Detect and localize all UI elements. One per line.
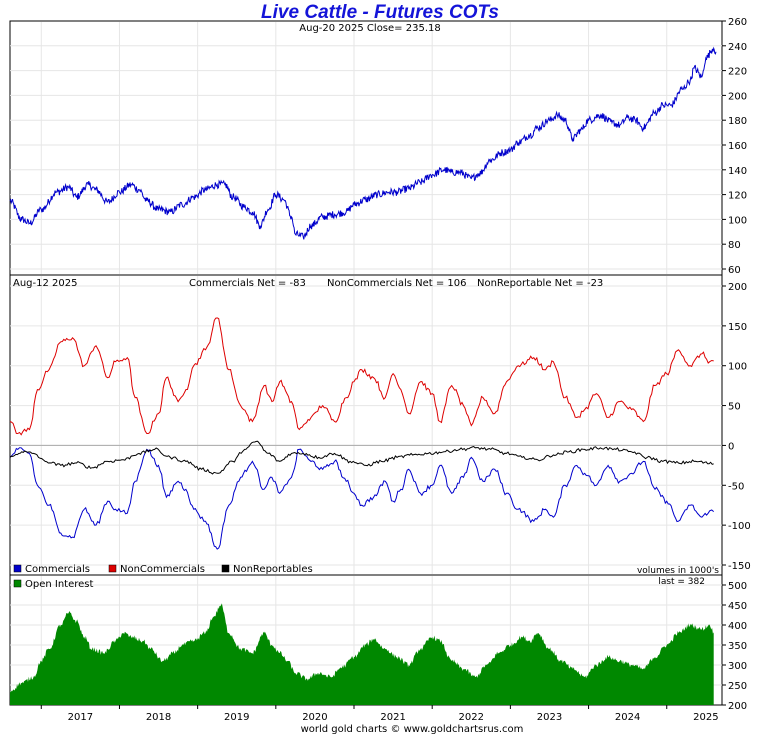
y-tick-label: 300 bbox=[728, 661, 747, 672]
price-line bbox=[9, 46, 717, 240]
open-interest-area bbox=[10, 603, 714, 705]
cot-grid bbox=[10, 276, 722, 574]
cot-y-ticks: -150 -100 -50 0 50 100 150 200 bbox=[722, 282, 751, 572]
commercials-line bbox=[9, 447, 715, 550]
legend-nonreportables-swatch bbox=[221, 564, 230, 573]
y-tick-label: 180 bbox=[728, 116, 747, 127]
y-tick-label: 0 bbox=[728, 441, 734, 452]
price-panel: Aug-20 2025 Close= 235.18 60 80 100 120 140 1… bbox=[9, 17, 747, 276]
y-tick-label: -50 bbox=[728, 481, 744, 492]
volumes-note: volumes in 1000's bbox=[637, 566, 719, 576]
legend-open-interest-swatch bbox=[13, 579, 22, 588]
y-tick-label: 120 bbox=[728, 191, 747, 202]
legend-open-interest: Open Interest bbox=[25, 579, 94, 590]
y-tick-label: 260 bbox=[728, 17, 747, 28]
y-tick-label: 80 bbox=[728, 240, 741, 251]
y-tick-label: 220 bbox=[728, 67, 747, 78]
price-grid bbox=[10, 22, 722, 274]
x-tick-label: 2019 bbox=[224, 712, 249, 723]
price-y-ticks: 60 80 100 120 140 160 180 200 220 240 260 bbox=[722, 17, 747, 276]
y-tick-label: 250 bbox=[728, 681, 747, 692]
legend-commercials-swatch bbox=[13, 564, 22, 573]
y-tick-label: 200 bbox=[728, 91, 747, 102]
x-tick-label: 2025 bbox=[693, 712, 718, 723]
y-tick-label: 100 bbox=[728, 215, 747, 226]
legend-nonreportables: NonReportables bbox=[233, 564, 313, 575]
y-tick-label: 500 bbox=[728, 581, 747, 592]
cot-legend: Commercials NonCommercials NonReportable… bbox=[13, 564, 313, 575]
nonreportable-net-label: NonReportable Net = -23 bbox=[477, 278, 603, 289]
y-tick-label: 150 bbox=[728, 322, 747, 333]
x-tick-label: 2018 bbox=[146, 712, 171, 723]
x-tick-label: 2024 bbox=[615, 712, 640, 723]
legend-commercials: Commercials bbox=[25, 564, 90, 575]
y-tick-label: -100 bbox=[728, 521, 751, 532]
chart-title: Live Cattle - Futures COTs bbox=[261, 2, 499, 23]
commercials-net-label: Commercials Net = -83 bbox=[189, 278, 306, 289]
x-tick-label: 2017 bbox=[68, 712, 93, 723]
y-tick-label: 200 bbox=[728, 282, 747, 293]
y-tick-label: 160 bbox=[728, 141, 747, 152]
noncommercials-line bbox=[9, 317, 714, 436]
y-tick-label: 200 bbox=[728, 701, 747, 712]
y-tick-label: 350 bbox=[728, 641, 747, 652]
oi-last-label: last = 382 bbox=[658, 577, 705, 587]
x-tick-label: 2020 bbox=[302, 712, 327, 723]
x-tick-label: 2022 bbox=[459, 712, 484, 723]
x-tick-label: 2023 bbox=[537, 712, 562, 723]
y-tick-label: 140 bbox=[728, 166, 747, 177]
y-tick-label: 450 bbox=[728, 601, 747, 612]
x-axis-ticks: 2017 2018 2019 2020 2021 2022 2023 2024 2025 bbox=[40, 705, 719, 723]
y-tick-label: 100 bbox=[728, 362, 747, 373]
nonreportables-line bbox=[9, 440, 714, 475]
noncommercials-net-label: NonCommercials Net = 106 bbox=[327, 278, 467, 289]
y-tick-label: 400 bbox=[728, 621, 747, 632]
y-tick-label: -150 bbox=[728, 561, 751, 572]
cot-date-header: Aug-12 2025 bbox=[13, 278, 78, 289]
legend-noncommercials-swatch bbox=[108, 564, 117, 573]
cot-panel: Aug-12 2025 Commercials Net = -83 NonCom… bbox=[9, 274, 751, 576]
open-interest-panel: Open Interest last = 382 200 250 300 350 400… bbox=[9, 574, 747, 712]
price-header: Aug-20 2025 Close= 235.18 bbox=[299, 23, 440, 34]
y-tick-label: 50 bbox=[728, 402, 741, 413]
oi-y-ticks: 200 250 300 350 400 450 500 bbox=[722, 581, 747, 712]
footer-credit: world gold charts © www.goldchartsrus.co… bbox=[301, 724, 524, 735]
y-tick-label: 240 bbox=[728, 42, 747, 53]
cot-panel-frame bbox=[9, 274, 723, 576]
legend-noncommercials: NonCommercials bbox=[120, 564, 205, 575]
x-tick-label: 2021 bbox=[380, 712, 405, 723]
price-panel-frame bbox=[9, 20, 723, 276]
y-tick-label: 60 bbox=[728, 265, 741, 276]
